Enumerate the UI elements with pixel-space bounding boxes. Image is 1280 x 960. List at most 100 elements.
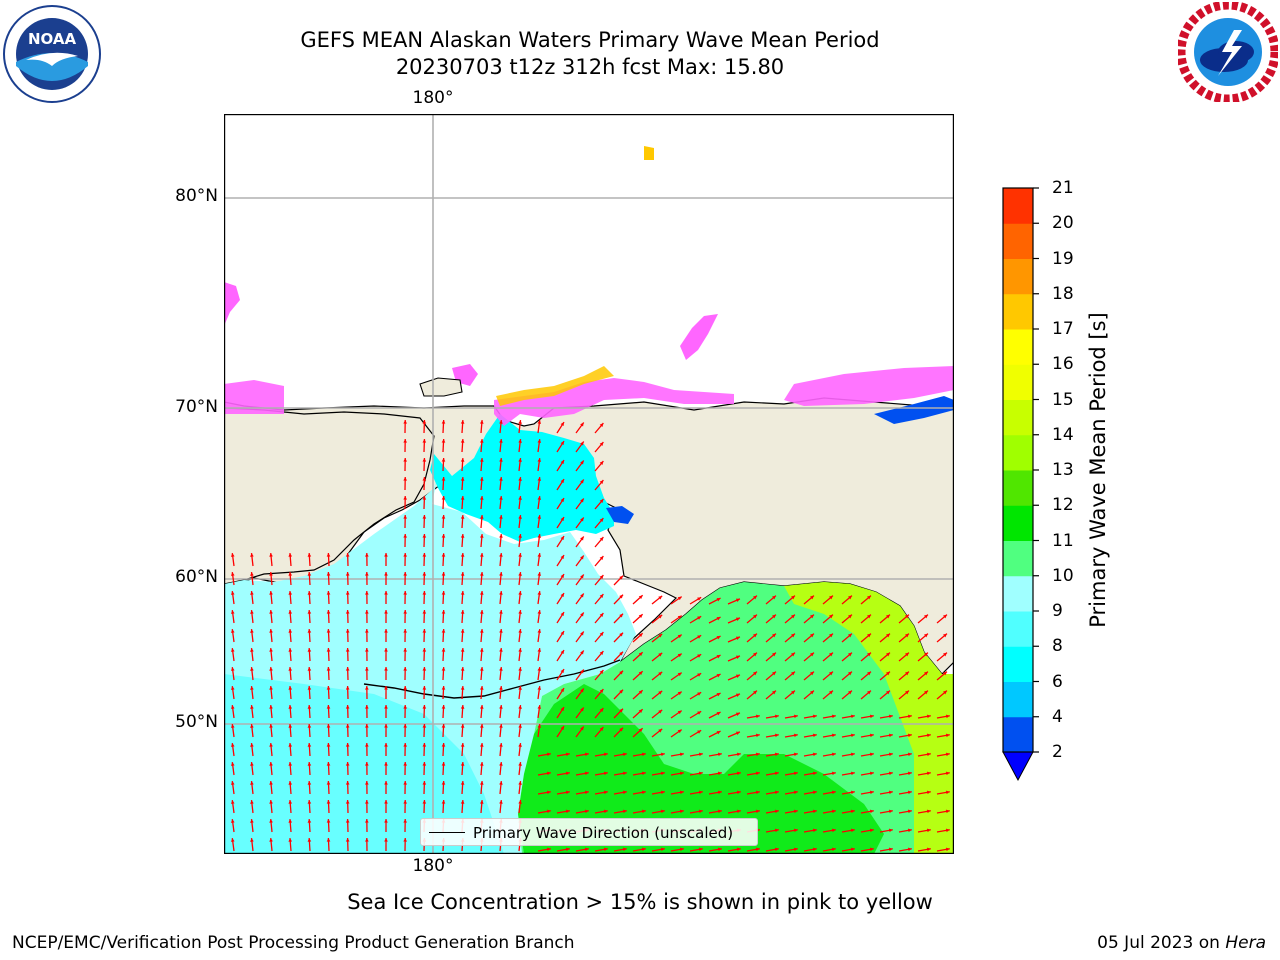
wave-arrow-head bbox=[403, 553, 407, 557]
wave-arrow-head bbox=[365, 781, 369, 785]
wave-arrow-head bbox=[622, 847, 627, 852]
coast-blue bbox=[606, 506, 634, 524]
wave-arrow-head bbox=[886, 690, 890, 695]
wave-arrow-head bbox=[772, 633, 776, 638]
wave-arrow-head bbox=[326, 781, 331, 785]
wave-arrow-head bbox=[269, 838, 273, 842]
wave-arrow-head bbox=[753, 614, 757, 619]
colorbar-tick-label: 17 bbox=[1052, 319, 1074, 339]
wave-arrow-head bbox=[791, 652, 795, 657]
wave-arrow-head bbox=[441, 572, 446, 576]
noaa-logo: NOAA bbox=[3, 5, 101, 103]
wave-arrow-head bbox=[537, 572, 542, 576]
wave-arrow-head bbox=[230, 610, 235, 614]
wave-arrow-head bbox=[365, 762, 369, 766]
wave-arrow-head bbox=[479, 781, 484, 785]
wave-arrow-head bbox=[850, 752, 855, 757]
wave-arrow-head bbox=[479, 420, 484, 424]
aleutian-islands bbox=[363, 659, 621, 699]
wave-arrow-head bbox=[716, 598, 721, 602]
wave-arrow-head bbox=[812, 847, 817, 852]
wave-arrow-head bbox=[869, 771, 874, 776]
wave-arrow-head bbox=[365, 667, 369, 671]
wave-arrow-head bbox=[924, 690, 928, 695]
wave-arrow-head bbox=[269, 800, 273, 804]
colorbar-segment bbox=[1003, 223, 1033, 259]
wave-arrow-head bbox=[499, 686, 503, 690]
wave-arrow-head bbox=[499, 591, 503, 595]
wave-arrow-head bbox=[793, 733, 798, 738]
colorbar-tick-label: 2 bbox=[1052, 742, 1063, 762]
wave-arrow-head bbox=[288, 686, 293, 690]
wave-arrow-head bbox=[537, 629, 542, 633]
wave-arrow-head bbox=[307, 629, 312, 633]
wave-arrow-head bbox=[945, 828, 950, 833]
wave-arrow-head bbox=[907, 771, 912, 776]
wave-arrow-head bbox=[269, 686, 273, 690]
wave-arrow-head bbox=[599, 518, 604, 522]
wave-arrow-head bbox=[460, 496, 465, 500]
wave-arrow-head bbox=[384, 743, 388, 747]
wave-arrow-head bbox=[926, 847, 931, 852]
wave-arrow-head bbox=[810, 633, 814, 638]
wave-arrow-head bbox=[924, 652, 928, 657]
wave-arrow-head bbox=[580, 536, 584, 541]
wave-arrow-head bbox=[905, 690, 909, 695]
wave-arrow-head bbox=[736, 809, 741, 814]
wave-arrow-head bbox=[735, 636, 740, 640]
wave-arrow-head bbox=[580, 498, 584, 503]
sea-ice-pole bbox=[644, 146, 654, 160]
wave-arrow-head bbox=[580, 460, 584, 465]
wave-arrow-head bbox=[622, 752, 627, 757]
wave-arrow-head bbox=[658, 690, 663, 695]
wave-arrow-head bbox=[422, 629, 427, 633]
wave-arrow-head bbox=[384, 572, 388, 576]
wave-arrow-head bbox=[269, 781, 273, 785]
wave-arrow-head bbox=[460, 743, 465, 747]
wave-arrow-head bbox=[735, 674, 740, 678]
wave-arrow-head bbox=[584, 752, 589, 757]
wave-arrow-head bbox=[546, 847, 551, 852]
wave-arrow-head bbox=[499, 667, 503, 671]
wave-arrow-head bbox=[479, 496, 484, 500]
wave-arrow-head bbox=[716, 674, 721, 678]
wave-arrow-head bbox=[326, 762, 331, 766]
wave-arrow-head bbox=[580, 707, 584, 712]
wave-arrow-head bbox=[422, 800, 427, 804]
lat-label-50n: 50°N bbox=[175, 712, 218, 732]
wave-arrow-head bbox=[403, 515, 407, 519]
wave-arrow-head bbox=[441, 724, 446, 728]
wave-arrow-head bbox=[698, 790, 703, 795]
wave-arrow-head bbox=[460, 724, 465, 728]
wave-arrow-head bbox=[250, 686, 254, 690]
wave-arrow-head bbox=[697, 654, 702, 658]
wave-arrow-head bbox=[403, 743, 407, 747]
wave-arrow-head bbox=[441, 648, 446, 652]
wave-arrow-head bbox=[537, 686, 542, 690]
wave-arrow-head bbox=[537, 420, 542, 424]
wave-arrow-head bbox=[638, 728, 643, 733]
wave-arrow-head bbox=[479, 591, 484, 595]
sea-ice-band-east bbox=[784, 366, 954, 406]
wave-arrow-head bbox=[907, 828, 912, 833]
wave-arrow-head bbox=[518, 705, 522, 709]
colorbar-segment bbox=[1003, 399, 1033, 436]
wave-arrow-head bbox=[365, 705, 369, 709]
wave-arrow-head bbox=[345, 781, 350, 785]
wave-arrow-head bbox=[403, 534, 407, 538]
wave-arrow-head bbox=[599, 556, 604, 560]
wave-arrow-head bbox=[945, 847, 950, 852]
wave-arrow-head bbox=[599, 537, 604, 541]
wave-arrow-head bbox=[345, 572, 350, 576]
wave-arrow-head bbox=[365, 686, 369, 690]
wave-arrow-head bbox=[810, 671, 814, 676]
wave-arrow-head bbox=[479, 800, 484, 804]
wave-arrow-head bbox=[867, 690, 871, 695]
wave-arrow-head bbox=[384, 686, 388, 690]
wave-arrow-head bbox=[230, 724, 235, 728]
wave-arrow-head bbox=[345, 686, 350, 690]
wave-arrow-head bbox=[250, 572, 254, 576]
colorbar-segment bbox=[1003, 716, 1033, 753]
wave-arrow-head bbox=[717, 809, 722, 814]
wave-arrow-head bbox=[250, 629, 254, 633]
